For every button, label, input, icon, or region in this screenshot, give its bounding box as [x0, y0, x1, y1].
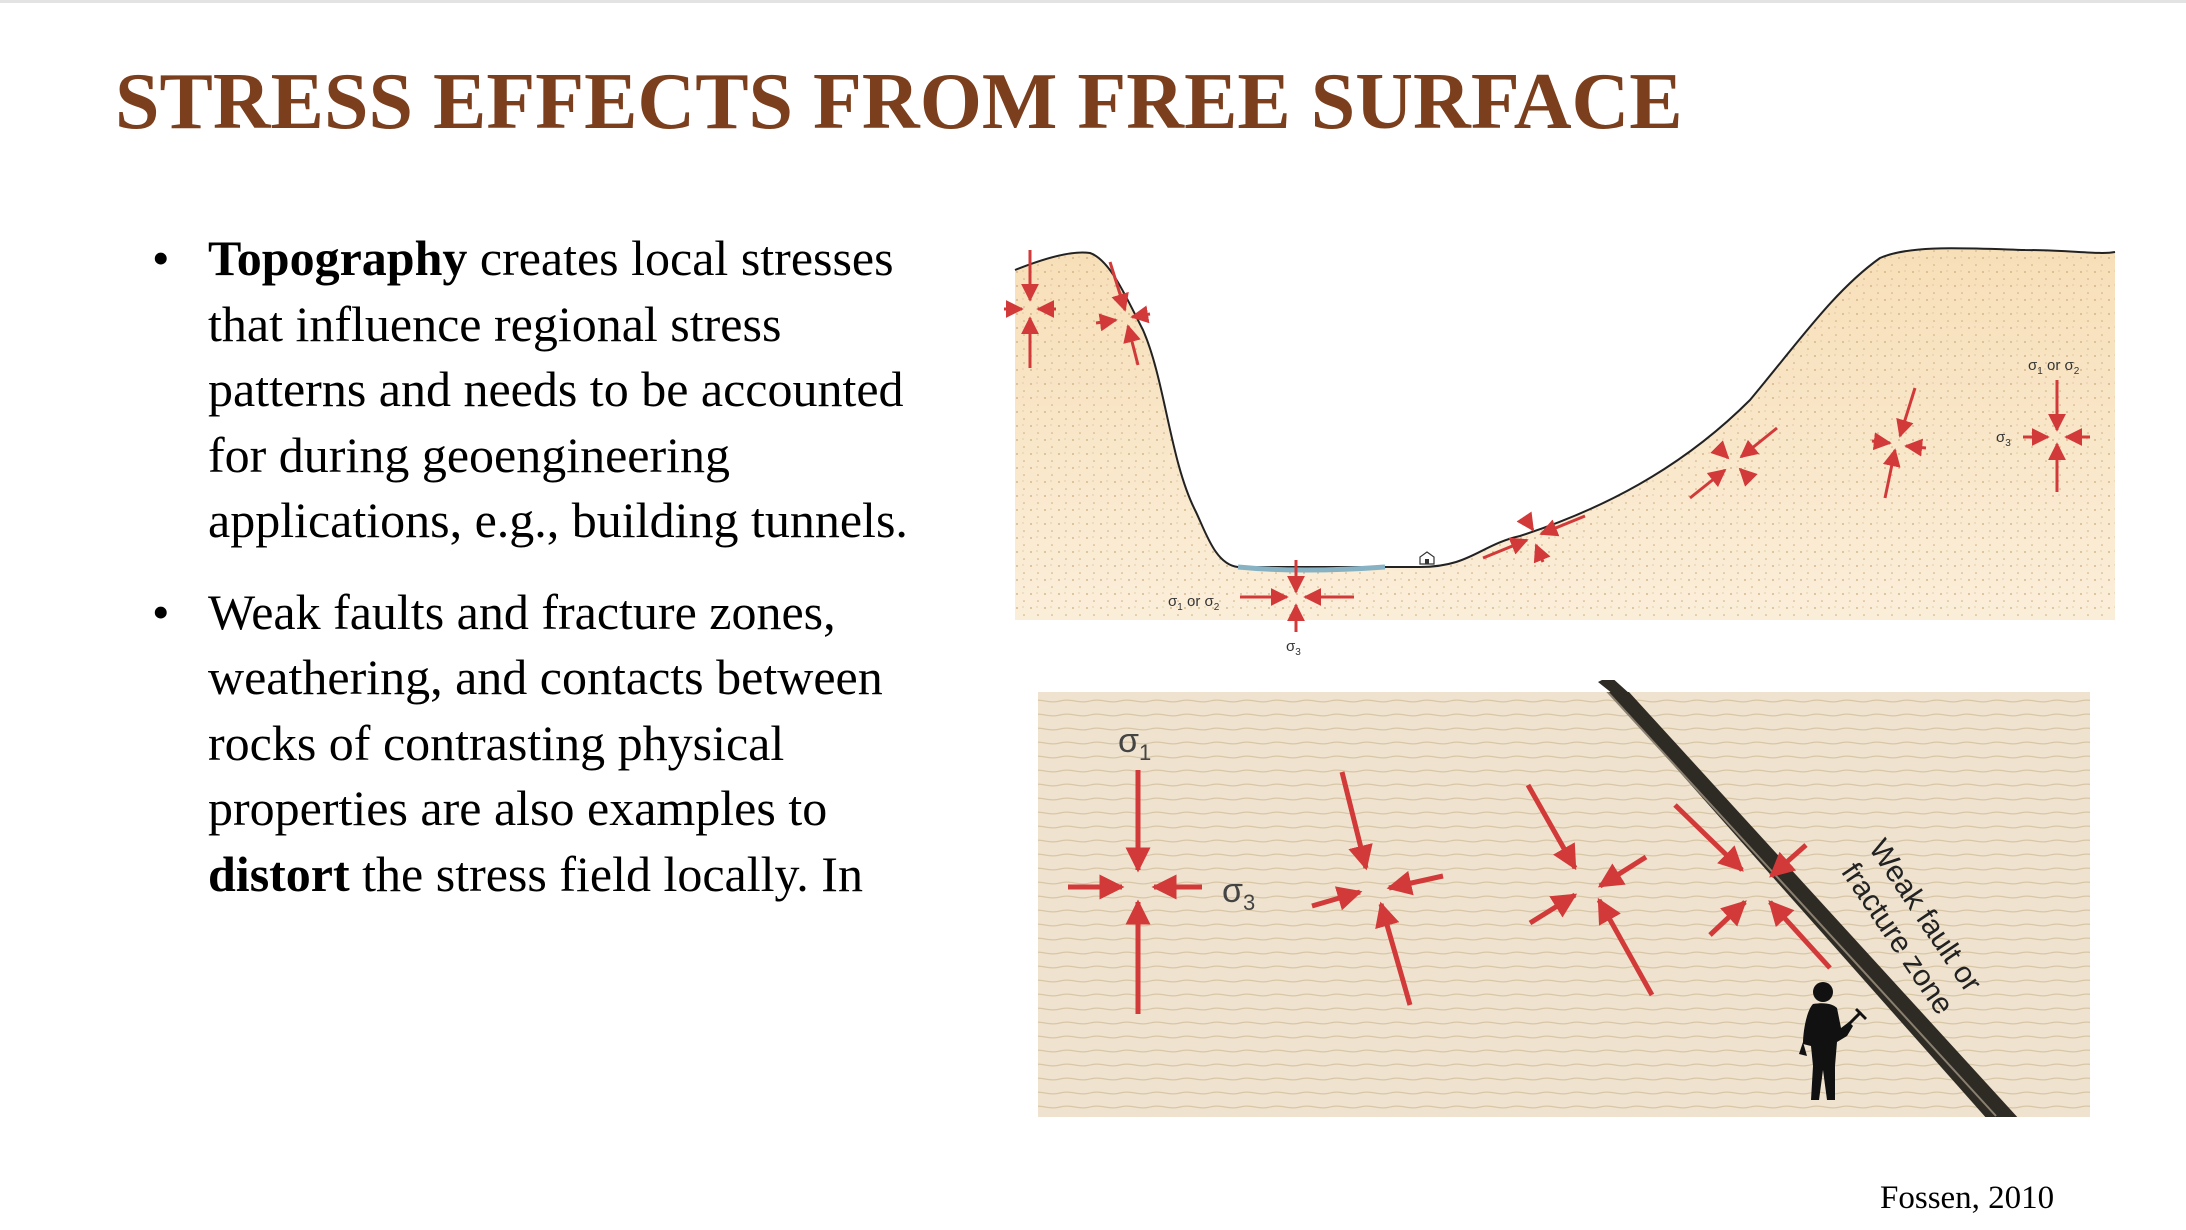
- top-divider: [0, 0, 2186, 3]
- label-sigma1-or-sigma2-valley: σ1 or σ2: [1168, 593, 1220, 613]
- figure-credit: Fossen, 2010: [1880, 1180, 2055, 1216]
- bullet-list: • Topography creates local stresses that …: [152, 226, 912, 933]
- bullet-bold-term: distort: [208, 845, 350, 902]
- weak-fault-zone-top: [1598, 680, 1630, 698]
- weak-fault-zone: [1606, 692, 2018, 1117]
- stress-labels-bottom: σ1 σ3: [1118, 722, 1255, 915]
- house-icon: [1419, 551, 1435, 565]
- bullet-text: creates local stresses that influence re…: [208, 230, 908, 548]
- bullet-dot: •: [152, 583, 170, 640]
- bullet-item-weak-faults: • Weak faults and fracture zones, weather…: [152, 580, 912, 908]
- label-sigma1: σ1: [1118, 722, 1151, 765]
- person-with-hammer-icon: [1799, 982, 1867, 1100]
- stress-arrows-top: [1004, 250, 2090, 632]
- layered-rock: [1038, 692, 2090, 1117]
- bullet-text-pre: Weak faults and fracture zones, weatheri…: [208, 583, 883, 837]
- stress-arrows-bottom: [1068, 770, 1832, 1014]
- label-sigma3: σ3: [1222, 872, 1255, 915]
- slide-title: STRESS EFFECTS FROM FREE SURFACE: [115, 58, 1683, 146]
- bullet-bold-term: Topography: [208, 230, 468, 286]
- label-sigma3-valley: σ3: [1286, 638, 1301, 658]
- label-sigma1-or-sigma2-plateau: σ1 or σ2: [2028, 357, 2080, 377]
- bullet-text-post: the stress field locally. In: [349, 845, 863, 902]
- label-sigma3-plateau: σ3: [1996, 429, 2011, 449]
- topography-stress-figure: σ1 or σ2 σ3 σ1 or σ2 σ3: [1004, 247, 2116, 658]
- terrain: [1014, 247, 2116, 620]
- river-water: [1237, 564, 1386, 573]
- fault-stress-figure: σ1 σ3 Weak fault or fracture zone: [1038, 680, 2090, 1117]
- bullet-dot: •: [152, 230, 170, 286]
- stress-labels-top: σ1 or σ2 σ3 σ1 or σ2 σ3: [1168, 357, 2080, 658]
- bullet-item-topography: • Topography creates local stresses that …: [152, 226, 912, 554]
